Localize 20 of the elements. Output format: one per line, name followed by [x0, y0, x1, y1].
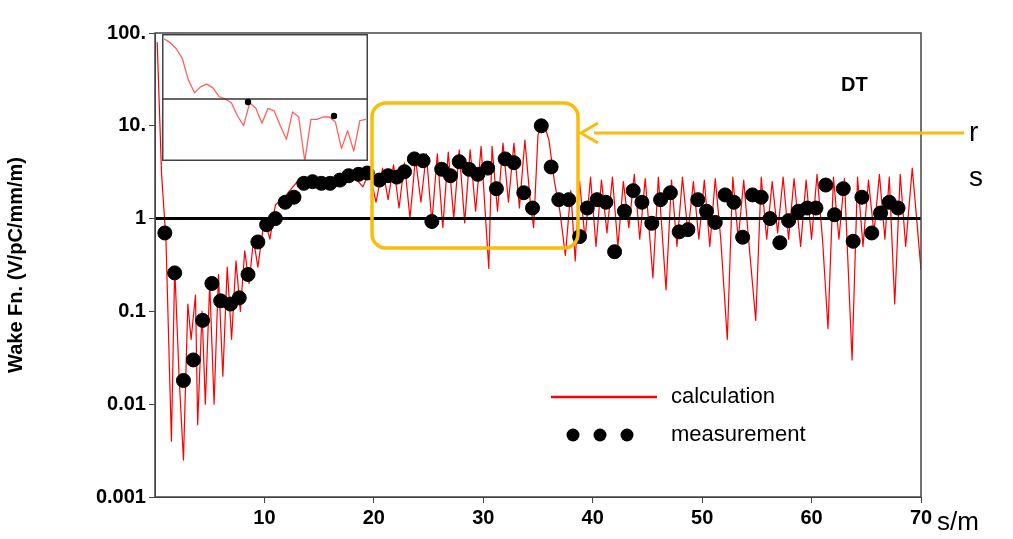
x-tick-label: 70 [909, 505, 933, 528]
annotation: DT [841, 72, 868, 95]
x-tick-label: 60 [800, 505, 823, 528]
y-tick-label: 1 [134, 206, 146, 229]
x-tick-label: 20 [362, 505, 385, 528]
y-axis-title: Wake Fn. (V/pC/mm/m) [3, 157, 26, 373]
x-axis-title: s/m [937, 506, 979, 537]
x-tick-label: 40 [581, 505, 604, 528]
y-tick-label: 0.01 [107, 391, 146, 414]
legend-label: measurement [671, 421, 806, 447]
y-tick-label: 0.1 [118, 298, 146, 321]
text: r [969, 115, 979, 147]
y-tick-label: 0.001 [95, 484, 146, 507]
y-tick-label: 10. [118, 113, 146, 136]
x-tick-label: 10 [253, 505, 276, 528]
y-tick-label: 100. [107, 20, 146, 43]
text: s [969, 160, 983, 192]
legend-label: calculation [671, 383, 775, 409]
x-tick-label: 30 [472, 505, 495, 528]
x-tick-label: 50 [691, 505, 714, 528]
